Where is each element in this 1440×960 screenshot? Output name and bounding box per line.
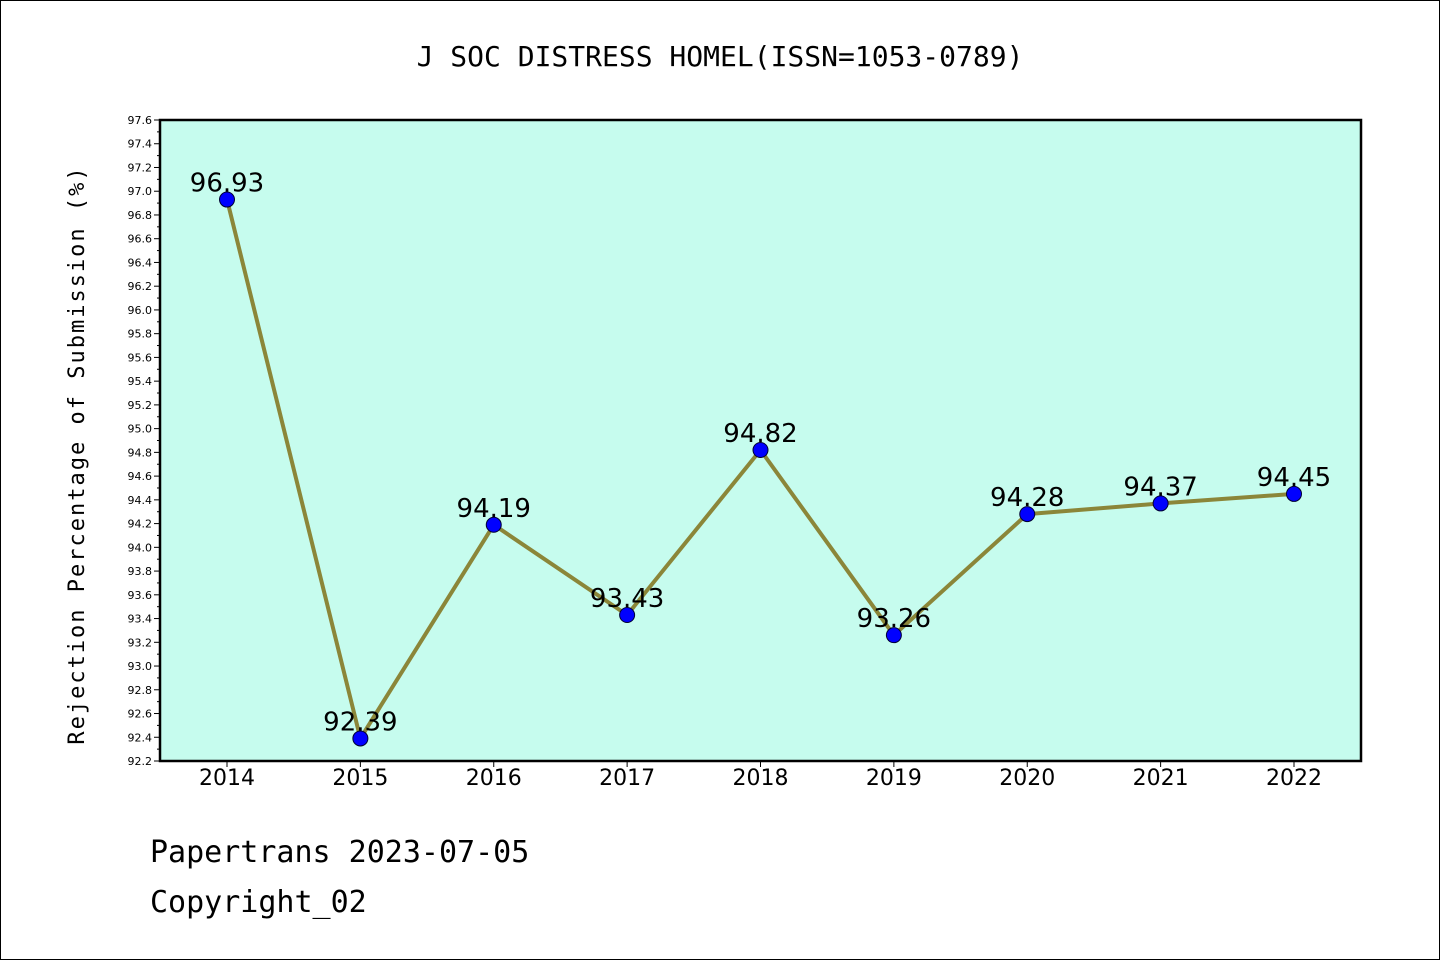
- y-tick-label: 97.2: [128, 161, 153, 174]
- y-tick-label: 96.6: [128, 233, 153, 246]
- data-point: [219, 191, 235, 208]
- data-point: [619, 606, 636, 623]
- x-tick-label: 2014: [199, 766, 255, 791]
- series-layer: 96.93 92.39 94.19 93.43 94.82 93.26 94.28 94.37…: [190, 169, 1331, 747]
- data-label: 96.93: [190, 169, 264, 199]
- y-axis: 92.2 92.4 92.6 92.8 93.0 93.2 93.4 93.6 93.8 94.0…: [128, 114, 160, 768]
- y-tick-label: 96.4: [128, 256, 153, 269]
- data-point: [1286, 485, 1302, 502]
- x-tick-label: 2019: [866, 766, 922, 791]
- data-label: 92.39: [323, 707, 397, 737]
- y-tick-label: 94.2: [128, 518, 153, 531]
- data-point: [485, 516, 502, 533]
- y-tick-label: 97.6: [128, 114, 153, 127]
- plot-area: [160, 120, 1361, 761]
- y-tick-label: 95.4: [128, 375, 153, 388]
- y-tick-label: 92.6: [128, 708, 153, 721]
- data-point: [1019, 506, 1036, 523]
- x-tick-label: 2017: [599, 766, 655, 791]
- x-axis: 2014 2015 2016 2017 2018 2019 2020 2021 2022: [199, 761, 1322, 791]
- x-tick-label: 2022: [1266, 766, 1322, 791]
- y-tick-label: 95.8: [128, 328, 153, 341]
- data-label: 94.19: [457, 494, 531, 524]
- x-tick-label: 2015: [332, 766, 388, 791]
- x-tick-label: 2016: [466, 766, 522, 791]
- y-tick-label: 92.2: [128, 755, 153, 768]
- x-tick-label: 2020: [999, 766, 1055, 791]
- y-tick-label: 95.2: [128, 399, 153, 412]
- y-tick-label: 97.0: [128, 185, 153, 198]
- y-tick-label: 94.4: [128, 494, 153, 507]
- y-tick-label: 92.8: [128, 684, 153, 697]
- y-tick-label: 94.0: [128, 541, 153, 554]
- plot-border: [158, 118, 1363, 763]
- y-axis-label: Rejection Percentage of Submission (%): [65, 165, 90, 744]
- y-tick-label: 96.8: [128, 209, 153, 222]
- data-label: 94.82: [723, 419, 797, 449]
- y-tick-label: 97.4: [128, 138, 153, 151]
- y-tick-label: 93.4: [128, 613, 153, 626]
- data-label: 93.26: [857, 604, 931, 634]
- y-tick-label: 93.6: [128, 589, 153, 602]
- data-label: 94.28: [990, 483, 1064, 513]
- y-tick-label: 94.8: [128, 446, 153, 459]
- y-tick-label: 93.2: [128, 636, 153, 649]
- x-tick-label: 2018: [733, 766, 789, 791]
- data-label: 94.37: [1123, 472, 1197, 502]
- y-tick-label: 96.2: [128, 280, 153, 293]
- data-point: [352, 730, 369, 747]
- chart-title: J SOC DISTRESS HOMEL(ISSN=1053-0789): [417, 40, 1024, 73]
- data-point: [1152, 495, 1169, 512]
- x-tick-label: 2021: [1133, 766, 1189, 791]
- y-tick-label: 95.6: [128, 351, 153, 364]
- y-tick-label: 95.0: [128, 423, 153, 436]
- footer-date: Papertrans 2023-07-05: [150, 835, 530, 870]
- y-tick-label: 93.8: [128, 565, 153, 578]
- y-tick-label: 96.0: [128, 304, 153, 317]
- y-tick-label: 94.6: [128, 470, 153, 483]
- data-point: [885, 627, 902, 644]
- data-point: [752, 441, 769, 458]
- y-tick-label: 92.4: [128, 731, 153, 744]
- data-label: 93.43: [590, 584, 664, 614]
- y-tick-label: 93.0: [128, 660, 153, 673]
- data-label: 94.45: [1257, 463, 1331, 493]
- footer-copyright: Copyright_02: [150, 885, 367, 920]
